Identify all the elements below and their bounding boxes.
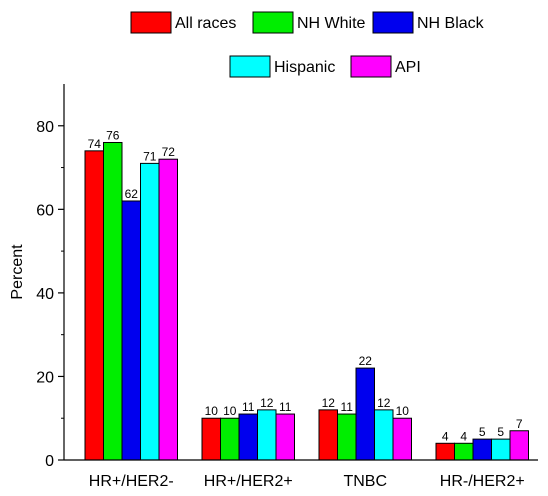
bar-all-races-tnbc — [318, 409, 338, 461]
x-tick-label: HR+/HER2+ — [204, 473, 293, 490]
y-tick-label: 20 — [36, 369, 54, 386]
value-label: 22 — [359, 354, 373, 368]
bar-nh-black-tnbc — [355, 367, 375, 461]
y-axis-title: Percent — [9, 244, 26, 300]
value-label: 12 — [322, 396, 336, 410]
legend: All races NH White NH Black Hispanic API — [130, 11, 485, 78]
y-tick-label: 80 — [36, 119, 54, 136]
bar-all-races-hr-her2 — [84, 150, 104, 461]
value-label: 74 — [88, 137, 102, 151]
legend-label-api: API — [395, 59, 421, 76]
value-label: 5 — [497, 425, 504, 439]
x-tick-label: TNBC — [343, 473, 387, 490]
bar-nh-black-hr-her2 — [472, 438, 492, 461]
legend-label-hispanic: Hispanic — [274, 59, 335, 76]
axes — [63, 84, 538, 461]
legend-swatch-hispanic — [229, 55, 271, 78]
value-label: 4 — [442, 429, 449, 443]
bar-api-hr-her2 — [158, 158, 178, 461]
bar-nh-black-hr-her2 — [238, 413, 258, 461]
bar-hispanic-tnbc — [374, 409, 394, 461]
value-label: 7 — [516, 417, 523, 431]
x-ticks: HR+/HER2- HR+/HER2+ TNBC HR-/HER2+ — [89, 473, 525, 490]
value-label: 12 — [377, 396, 391, 410]
bar-nh-black-hr-her2 — [121, 200, 141, 461]
y-tick-label: 60 — [36, 202, 54, 219]
legend-swatch-nh-black — [372, 11, 414, 34]
value-label: 72 — [162, 145, 176, 159]
legend-swatch-api — [350, 55, 392, 78]
legend-label-all-races: All races — [175, 15, 236, 32]
value-label: 4 — [460, 429, 467, 443]
legend-label-nh-white: NH White — [297, 15, 366, 32]
bar-nh-white-hr-her2 — [220, 417, 240, 461]
bar-nh-white-tnbc — [337, 413, 357, 461]
value-label: 62 — [125, 187, 139, 201]
bar-hispanic-hr-her2 — [257, 409, 277, 461]
bar-api-hr-her2 — [275, 413, 295, 461]
bar-api-tnbc — [392, 417, 412, 461]
bar-api-hr-her2 — [509, 430, 529, 461]
bar-hispanic-hr-her2 — [140, 162, 160, 461]
value-label: 11 — [341, 400, 354, 414]
y-tick-label: 0 — [45, 453, 54, 470]
value-label: 71 — [143, 149, 157, 163]
bar-hispanic-hr-her2 — [491, 438, 511, 461]
bar-nh-white-hr-her2 — [454, 442, 474, 461]
x-tick-label: HR+/HER2- — [89, 473, 174, 490]
value-label: 11 — [242, 400, 255, 414]
value-label: 10 — [396, 404, 410, 418]
y-tick-label: 40 — [36, 286, 54, 303]
legend-swatch-nh-white — [252, 11, 294, 34]
value-label: 10 — [205, 404, 219, 418]
bar-nh-white-hr-her2 — [103, 141, 123, 461]
value-label: 12 — [260, 396, 274, 410]
bars — [84, 141, 529, 461]
bar-all-races-hr-her2 — [201, 417, 221, 461]
value-label: 5 — [479, 425, 486, 439]
value-label: 76 — [106, 128, 120, 142]
legend-label-nh-black: NH Black — [417, 15, 485, 32]
legend-swatch-all-races — [130, 11, 172, 34]
value-label: 11 — [279, 400, 292, 414]
y-ticks: 0 20 40 60 80 — [36, 119, 64, 470]
bar-all-races-hr-her2 — [435, 442, 455, 461]
value-label: 10 — [223, 404, 237, 418]
x-tick-label: HR-/HER2+ — [440, 473, 525, 490]
